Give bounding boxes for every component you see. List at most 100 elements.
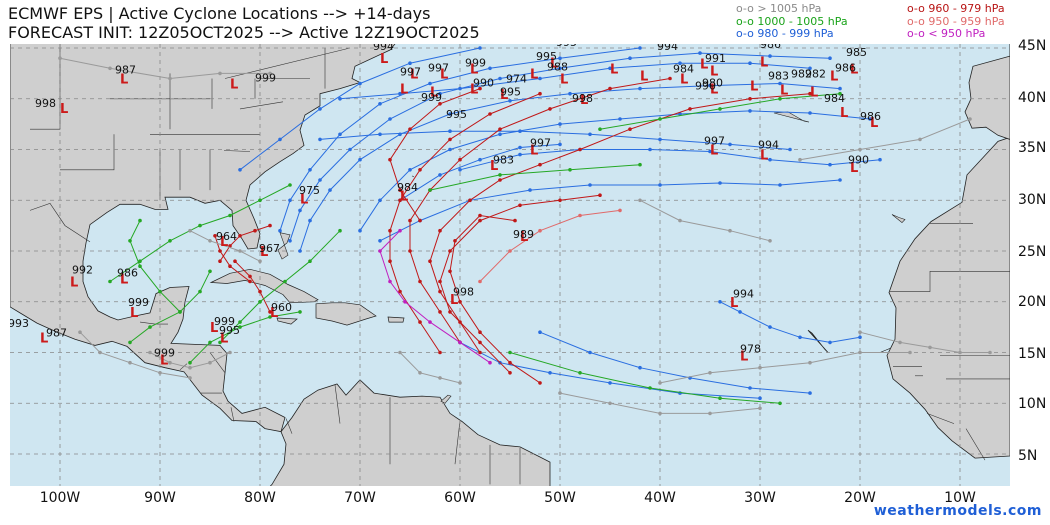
south-america-landmass (269, 379, 551, 486)
track-point (878, 157, 882, 162)
track-point (438, 91, 442, 96)
lat-label: 25N (1018, 244, 1047, 260)
track-point (378, 198, 382, 203)
storm-track (399, 352, 461, 384)
track-point (538, 228, 542, 233)
track-point (58, 56, 62, 60)
low-center-marker: L (680, 73, 688, 88)
track-point (238, 249, 242, 253)
storm-track (319, 130, 791, 150)
track-point (508, 371, 512, 375)
pressure-label: 985 (846, 46, 867, 59)
track-point (588, 183, 592, 187)
track-point (258, 289, 262, 294)
storm-track (339, 62, 811, 100)
pressure-label: 995 (219, 324, 240, 337)
low-center-marker: L (440, 68, 448, 83)
track-point (758, 406, 762, 411)
track-point (568, 91, 572, 96)
track-point (258, 300, 262, 304)
storm-track (439, 194, 601, 374)
track-point (868, 117, 872, 121)
track-point (188, 228, 192, 233)
track-point (308, 218, 312, 223)
track-point (808, 111, 812, 115)
track-point (418, 371, 422, 375)
border-line (965, 428, 986, 461)
track-point (538, 76, 542, 81)
pressure-label: 999 (255, 72, 276, 85)
track-point (478, 330, 482, 335)
track-point (718, 181, 722, 185)
low-center-marker: L (70, 276, 78, 291)
track-point (378, 102, 382, 106)
storm-track (799, 118, 971, 161)
track-point (398, 91, 402, 96)
low-center-marker: L (760, 149, 768, 164)
track-point (138, 259, 142, 263)
track-point (748, 386, 752, 390)
track-point (588, 350, 592, 355)
track-point (578, 213, 582, 218)
track-point (338, 132, 342, 137)
track-point (638, 162, 642, 167)
pressure-label: 994 (758, 139, 779, 152)
track-point (438, 228, 442, 233)
track-point (458, 340, 462, 345)
storm-track (429, 164, 641, 191)
track-point (908, 350, 912, 355)
track-point (218, 259, 222, 263)
pressure-label: 986 (860, 110, 881, 123)
track-point (208, 360, 212, 365)
track-point (218, 340, 222, 345)
track-point (108, 279, 112, 284)
low-center-marker: L (430, 86, 438, 101)
track-point (498, 76, 502, 81)
pressure-label: 967 (259, 242, 280, 255)
pressure-label: 983 (768, 70, 789, 83)
pressure-label: 995 (500, 86, 521, 99)
track-point (718, 396, 722, 401)
jamaica-island (276, 317, 298, 325)
low-center-marker: L (470, 62, 478, 77)
track-point (398, 188, 402, 192)
lat-label: 20N (1018, 294, 1047, 310)
track-point (638, 365, 642, 370)
iberia-landmass (964, 44, 1010, 140)
track-point (508, 249, 512, 253)
trinidad-island (440, 394, 452, 404)
track-point (448, 129, 452, 133)
track-point (858, 350, 862, 355)
track-point (268, 315, 272, 319)
low-center-marker: L (40, 331, 48, 346)
track-point (838, 86, 842, 91)
storm-track (379, 179, 841, 242)
track-point (318, 137, 322, 142)
low-center-marker: L (710, 144, 718, 159)
track-point (318, 107, 322, 111)
track-point (708, 149, 712, 154)
track-point (608, 66, 612, 71)
low-center-marker: L (580, 93, 588, 108)
low-center-marker: L (830, 70, 838, 85)
track-point (488, 66, 492, 71)
pressure-label: 984 (397, 181, 418, 194)
track-point (138, 218, 142, 223)
track-point (288, 198, 292, 203)
track-point (238, 234, 242, 238)
low-center-marker: L (380, 52, 388, 67)
lat-label: 10N (1018, 396, 1047, 412)
track-point (208, 269, 212, 274)
track-point (478, 279, 482, 284)
low-center-marker: L (400, 189, 408, 204)
track-point (188, 376, 192, 380)
track-point (808, 91, 812, 96)
low-center-marker: L (210, 321, 218, 336)
track-point (478, 340, 482, 345)
pressure-label: 999 (154, 347, 175, 360)
track-point (198, 223, 202, 228)
pressure-label: 984 (673, 62, 694, 75)
track-point (558, 56, 562, 60)
track-point (438, 376, 442, 380)
storm-track (449, 214, 541, 384)
